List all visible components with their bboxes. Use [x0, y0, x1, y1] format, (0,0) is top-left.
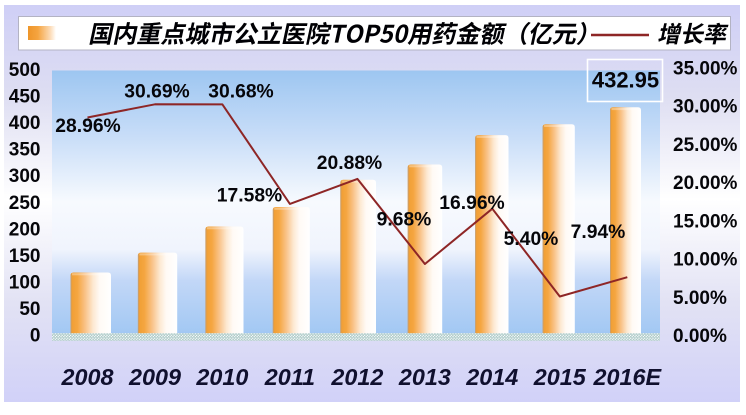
svg-text:500: 500 [9, 60, 41, 81]
svg-text:350: 350 [9, 140, 41, 161]
svg-text:20.88%: 20.88% [317, 153, 382, 174]
svg-text:15.00%: 15.00% [673, 211, 738, 232]
svg-text:0: 0 [30, 326, 41, 347]
svg-text:25.00%: 25.00% [673, 135, 738, 156]
svg-text:30.68%: 30.68% [208, 82, 273, 103]
svg-text:2013: 2013 [398, 364, 451, 390]
svg-text:2008: 2008 [60, 364, 113, 390]
svg-text:150: 150 [9, 246, 41, 267]
svg-text:0.00%: 0.00% [673, 326, 727, 347]
svg-text:2015: 2015 [533, 364, 587, 390]
svg-text:30.69%: 30.69% [124, 82, 189, 103]
svg-text:2011: 2011 [264, 364, 315, 390]
svg-text:35.00%: 35.00% [673, 58, 738, 79]
svg-text:432.95: 432.95 [592, 67, 659, 92]
svg-text:2010: 2010 [195, 364, 248, 390]
svg-text:30.00%: 30.00% [673, 97, 738, 118]
svg-text:20.00%: 20.00% [673, 173, 738, 194]
svg-text:300: 300 [9, 166, 41, 187]
svg-text:450: 450 [9, 87, 41, 108]
svg-text:2012: 2012 [330, 364, 383, 390]
svg-text:400: 400 [9, 113, 41, 134]
svg-text:5.40%: 5.40% [504, 229, 559, 250]
svg-text:2009: 2009 [128, 364, 181, 390]
svg-text:9.68%: 9.68% [377, 210, 432, 231]
svg-text:28.96%: 28.96% [55, 116, 120, 137]
svg-text:100: 100 [9, 272, 41, 293]
svg-text:200: 200 [9, 219, 41, 240]
svg-text:7.94%: 7.94% [571, 222, 626, 243]
svg-text:250: 250 [9, 193, 41, 214]
svg-text:17.58%: 17.58% [217, 185, 282, 206]
svg-text:10.00%: 10.00% [673, 250, 738, 271]
svg-text:16.96%: 16.96% [439, 193, 504, 214]
svg-text:2016E: 2016E [592, 364, 662, 390]
svg-text:2014: 2014 [465, 364, 518, 390]
svg-text:50: 50 [19, 299, 40, 320]
svg-text:5.00%: 5.00% [673, 288, 727, 309]
